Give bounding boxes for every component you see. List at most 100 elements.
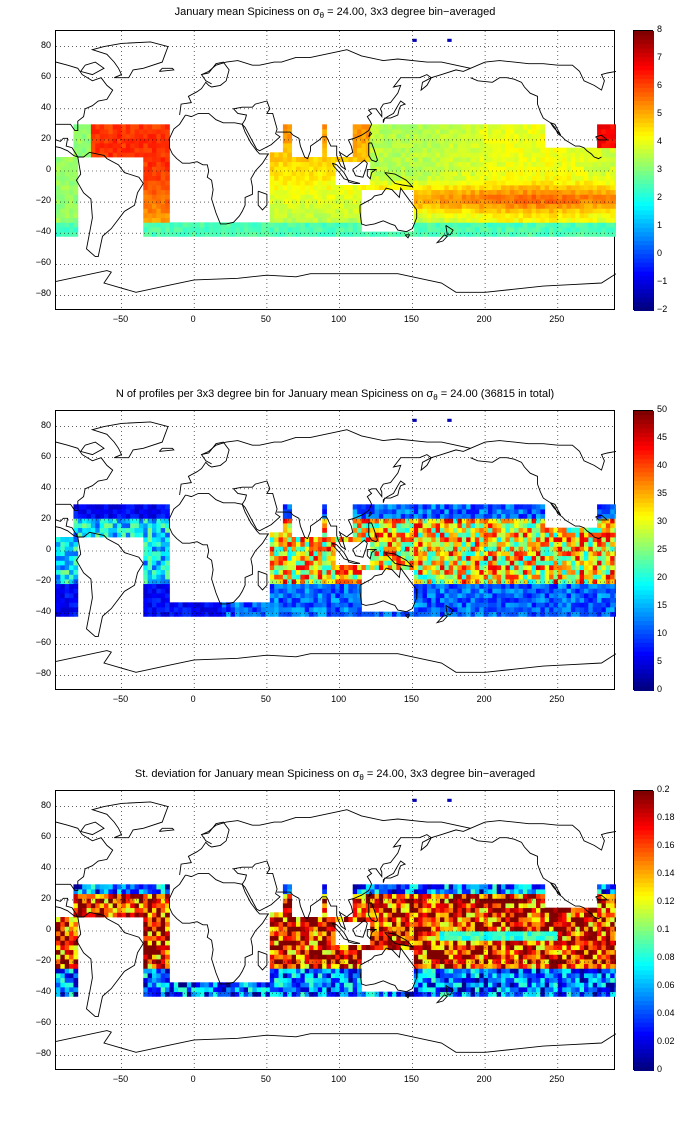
- data-cell: [56, 222, 61, 228]
- data-cell: [575, 189, 581, 195]
- data-cell: [392, 537, 397, 543]
- data-cell: [566, 166, 572, 172]
- data-cell: [300, 199, 306, 205]
- data-cell: [374, 129, 380, 135]
- data-cell: [457, 579, 463, 585]
- data-cell: [274, 565, 279, 571]
- data-cell: [426, 518, 432, 524]
- data-cell: [557, 597, 563, 603]
- data-cell: [562, 560, 567, 566]
- data-cell: [152, 541, 157, 547]
- data-cell: [143, 889, 149, 895]
- coastline: [201, 49, 471, 76]
- data-cell: [152, 227, 157, 233]
- data-cell: [326, 157, 332, 163]
- data-cell: [426, 152, 432, 158]
- data-cell: [496, 189, 502, 195]
- data-cell: [575, 579, 581, 585]
- data-cell: [282, 504, 288, 510]
- data-cell: [588, 593, 594, 599]
- data-cell: [326, 579, 332, 585]
- data-cell: [352, 129, 358, 135]
- data-cell: [496, 129, 502, 135]
- data-cell: [278, 949, 284, 955]
- data-cell: [90, 523, 96, 529]
- data-cell: [483, 551, 489, 557]
- data-cell: [444, 213, 450, 219]
- data-cell: [588, 157, 594, 163]
- colorbar-step: [634, 664, 654, 670]
- data-cell: [278, 171, 284, 177]
- data-cell: [291, 203, 297, 209]
- data-cell: [549, 222, 554, 228]
- data-cell: [287, 509, 293, 515]
- data-cell: [566, 227, 572, 233]
- data-cell: [352, 143, 358, 149]
- data-cell: [614, 194, 616, 200]
- data-cell: [304, 185, 310, 191]
- data-cell: [56, 579, 61, 585]
- data-cell: [64, 982, 70, 988]
- data-cell: [287, 546, 293, 552]
- data-cell: [522, 541, 528, 547]
- data-cell: [117, 893, 122, 899]
- data-cell: [309, 602, 314, 608]
- data-cell: [496, 124, 502, 130]
- data-cell: [265, 991, 271, 997]
- data-cell: [86, 124, 92, 130]
- data-cell: [605, 213, 611, 219]
- data-cell: [540, 194, 546, 200]
- data-cell: [418, 565, 423, 571]
- data-cell: [357, 537, 362, 543]
- data-cell: [143, 560, 149, 566]
- data-cell: [326, 963, 332, 969]
- colorbar-step: [634, 669, 654, 675]
- data-cell: [152, 940, 157, 946]
- data-cell: [152, 217, 157, 223]
- data-cell: [435, 161, 441, 167]
- data-cell: [488, 147, 493, 153]
- data-cell: [160, 518, 166, 524]
- data-cell: [413, 541, 419, 547]
- data-cell: [505, 523, 511, 529]
- data-cell: [344, 991, 349, 997]
- data-cell: [291, 541, 297, 547]
- data-cell: [56, 157, 61, 163]
- data-cell: [444, 579, 450, 585]
- data-cell: [470, 527, 476, 533]
- data-cell: [557, 555, 563, 561]
- data-cell: [392, 523, 397, 529]
- data-cell: [370, 124, 375, 130]
- data-cell: [531, 513, 537, 519]
- data-cell: [610, 194, 615, 200]
- data-cell: [143, 208, 149, 214]
- data-cell: [496, 222, 502, 228]
- data-cell: [413, 504, 419, 510]
- data-cell: [160, 917, 166, 923]
- data-cell: [531, 138, 537, 144]
- data-cell: [73, 555, 79, 561]
- data-cell: [77, 523, 83, 529]
- data-cell: [527, 611, 533, 617]
- data-cell: [614, 555, 616, 561]
- data-cell: [152, 968, 157, 974]
- data-cell: [514, 518, 519, 524]
- data-cell: [326, 569, 332, 575]
- coastline: [359, 186, 418, 233]
- data-cell: [117, 504, 122, 510]
- data-cell: [584, 588, 589, 594]
- data-cell: [160, 574, 166, 580]
- data-cell: [509, 607, 515, 613]
- data-cell: [322, 527, 327, 533]
- data-cell: [588, 583, 594, 589]
- data-cell: [575, 527, 581, 533]
- data-cell: [300, 921, 306, 927]
- data-cell: [496, 185, 502, 191]
- data-cell: [570, 569, 576, 575]
- coastline: [56, 441, 114, 512]
- data-cell: [466, 597, 471, 603]
- data-cell: [553, 611, 559, 617]
- data-cell: [584, 157, 589, 163]
- data-cell: [466, 133, 471, 139]
- data-cell: [597, 227, 602, 233]
